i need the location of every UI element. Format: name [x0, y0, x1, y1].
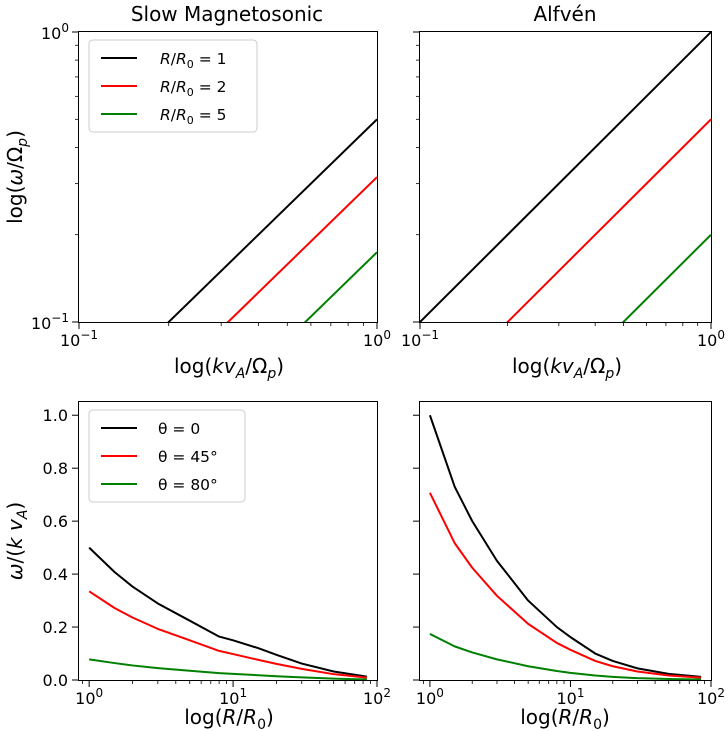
ylabel-bottom-left: ω/(k vA) [3, 502, 31, 580]
legend-top-left: R/R0 = 1 R/R0 = 2 R/R0 = 5 [88, 39, 258, 133]
p2-ytick-label: 0.6 [43, 512, 68, 531]
panel-top-left-frame [78, 31, 378, 323]
ylabel-top-left: log(ω/Ωp) [3, 130, 31, 224]
p2-series-1 [88, 590, 367, 679]
legend-label-r5: R/R0 = 5 [160, 106, 227, 127]
xlabel-top-right: log(kvA/Ωp) [512, 354, 622, 382]
title-top-right: Alfvén [533, 2, 596, 26]
legend-top-left-box [88, 39, 258, 133]
p3-series-1 [429, 492, 702, 679]
p3-xtick-label: 102 [697, 686, 725, 708]
p2-ytick-label: 0.4 [43, 565, 68, 584]
p2-xtick-label: 101 [219, 686, 247, 708]
p0-ytick-label: 10−1 [31, 311, 69, 333]
panel-top-right-frame [419, 31, 712, 323]
p0-xtick-label: 10−1 [60, 328, 98, 350]
p2-ytick-label: 1.0 [43, 406, 68, 425]
p2-xtick-label: 102 [363, 686, 391, 708]
p3-xtick-label: 101 [556, 686, 584, 708]
xlabel-top-left: log(kvA/Ωp) [174, 354, 284, 382]
legend-bottom-left-box [88, 409, 246, 503]
p2-xtick-label: 100 [75, 686, 103, 708]
p2-series-0 [88, 546, 367, 678]
panel-bottom-left-frame [78, 401, 378, 681]
p3-series-0 [428, 414, 702, 678]
panel-bottom-right-frame [419, 401, 712, 681]
legend-label-theta0: θ = 0 [158, 420, 200, 438]
p3-series-2 [429, 633, 702, 680]
p0-ytick-label: 100 [41, 21, 69, 43]
p3-xtick-label: 100 [416, 686, 444, 708]
p2-ytick-label: 0.8 [43, 459, 68, 478]
p0-xtick-label: 100 [363, 328, 391, 350]
legend-label-r2: R/R0 = 2 [160, 78, 227, 99]
p1-series-2 [621, 233, 711, 322]
xlabel-bottom-left: log(R/R0) [184, 705, 274, 731]
xlabel-bottom-right: log(R/R0) [520, 705, 610, 731]
legend-label-theta80: θ = 80° [158, 476, 218, 494]
p2-ytick-label: 0.0 [43, 671, 68, 690]
p0-series-1 [226, 176, 377, 322]
legend-label-r1: R/R0 = 1 [160, 50, 227, 71]
p0-series-0 [167, 118, 377, 322]
p2-series-2 [89, 658, 367, 680]
legend-label-theta45: θ = 45° [158, 448, 218, 466]
p0-series-2 [303, 251, 377, 322]
p2-ytick-label: 0.2 [43, 618, 68, 637]
p1-xtick-label: 100 [697, 328, 725, 350]
p1-xtick-label: 10−1 [401, 328, 439, 350]
p1-series-0 [420, 32, 711, 322]
chart-marks: 10−1 100 10−1 100 10−1 100 100 101 102 0.0 0.2 0.4 0… [31, 21, 725, 708]
p1-series-1 [506, 118, 711, 322]
title-top-left: Slow Magnetosonic [131, 2, 323, 26]
legend-bottom-left: θ = 0 θ = 45° θ = 80° [88, 409, 246, 503]
